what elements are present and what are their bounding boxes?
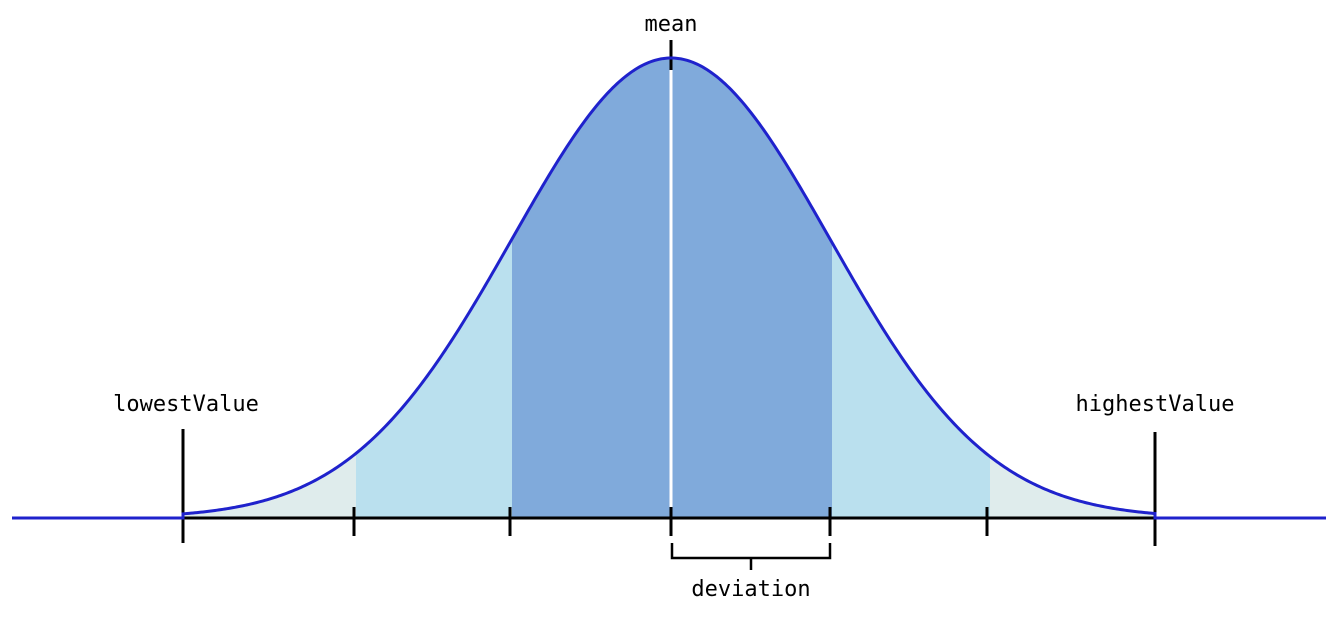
deviation-ticks [352, 507, 989, 536]
band-third-deviation-left [183, 453, 356, 518]
lowest-value-label: lowestValue [113, 392, 259, 417]
band-third-deviation-right [990, 456, 1155, 518]
distribution-curve [12, 56, 1326, 520]
mean-label: mean [645, 12, 698, 37]
deviation-bracket [670, 543, 832, 570]
deviation-label: deviation [691, 577, 810, 602]
highest-value-label: highestValue [1076, 392, 1235, 417]
